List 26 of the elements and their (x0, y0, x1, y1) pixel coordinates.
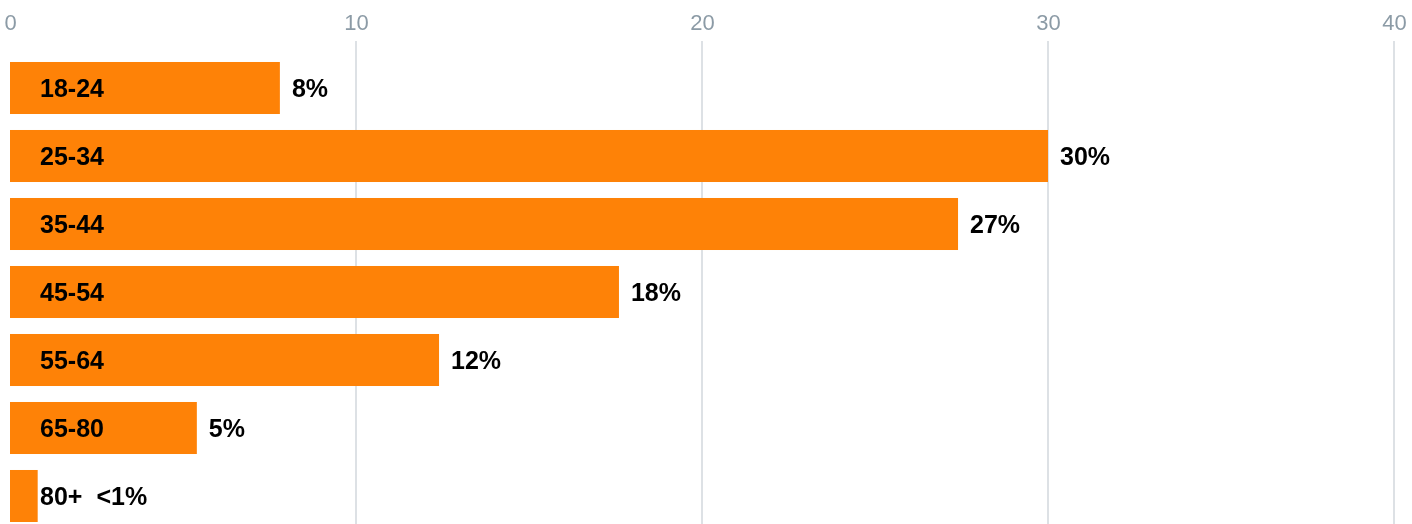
data-label: 30% (1060, 141, 1111, 170)
x-tick-label: 30 (1036, 9, 1061, 35)
bar (10, 333, 440, 387)
data-label: 8% (291, 73, 329, 102)
data-label: 5% (208, 413, 245, 442)
x-tick-label: 10 (344, 9, 369, 35)
x-tick-label: 0 (4, 9, 17, 35)
y-tick-label: 45-54 (40, 277, 105, 306)
y-tick-label: 55-64 (40, 345, 105, 374)
bar (10, 197, 959, 251)
y-tick-label: 65-80 (40, 413, 104, 442)
bar (10, 265, 619, 319)
y-tick-label: 18-24 (40, 73, 105, 102)
bar (10, 469, 38, 523)
bar (10, 129, 1048, 183)
x-tick-label: 40 (1382, 9, 1407, 35)
bar (10, 61, 280, 115)
data-label: <1% (96, 481, 148, 510)
y-tick-label: 25-34 (40, 141, 105, 170)
y-tick-label: 35-44 (40, 209, 105, 238)
y-tick-label: 80+ (40, 481, 83, 510)
bar (10, 401, 197, 455)
data-label: 12% (451, 345, 502, 374)
x-tick-label: 20 (690, 9, 715, 35)
data-label: 18% (630, 277, 682, 306)
data-label: 27% (970, 209, 1021, 238)
